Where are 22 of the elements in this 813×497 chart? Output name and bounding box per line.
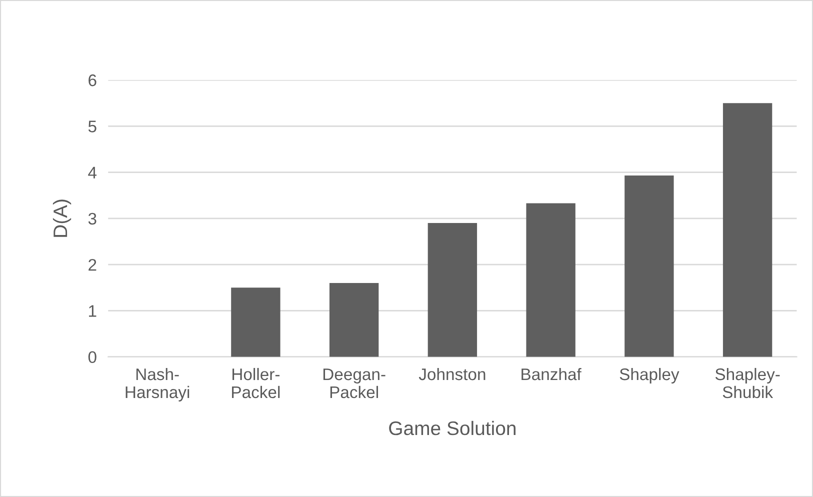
x-tick-label: Holler- Packel [232, 368, 280, 398]
x-tick-label: Deegan- Packel [323, 368, 386, 398]
bar [428, 223, 478, 357]
x-tick-label: Shapley [620, 368, 680, 384]
bar [526, 203, 576, 357]
x-tick-label: Shapley- Shubik [715, 368, 780, 398]
y-tick-label: 3 [88, 212, 96, 225]
x-tick-label: Johnston [418, 368, 486, 380]
bar [624, 176, 674, 357]
y-tick-label: 5 [88, 120, 96, 132]
y-tick-label: 1 [89, 305, 96, 317]
bar [329, 283, 379, 357]
bar [231, 288, 280, 357]
y-tick-label: 4 [88, 166, 97, 178]
bar [722, 103, 772, 357]
x-tick-label: Nash- Harsnayi [126, 368, 190, 402]
x-tick-label: Banzhaf [522, 368, 582, 380]
y-tick-label: 0 [88, 351, 96, 364]
x-axis-title: Game Solution [389, 420, 516, 436]
y-tick-label: 6 [88, 74, 96, 86]
y-tick-label: 2 [88, 258, 96, 271]
y-axis-title: D(A) [52, 200, 72, 237]
